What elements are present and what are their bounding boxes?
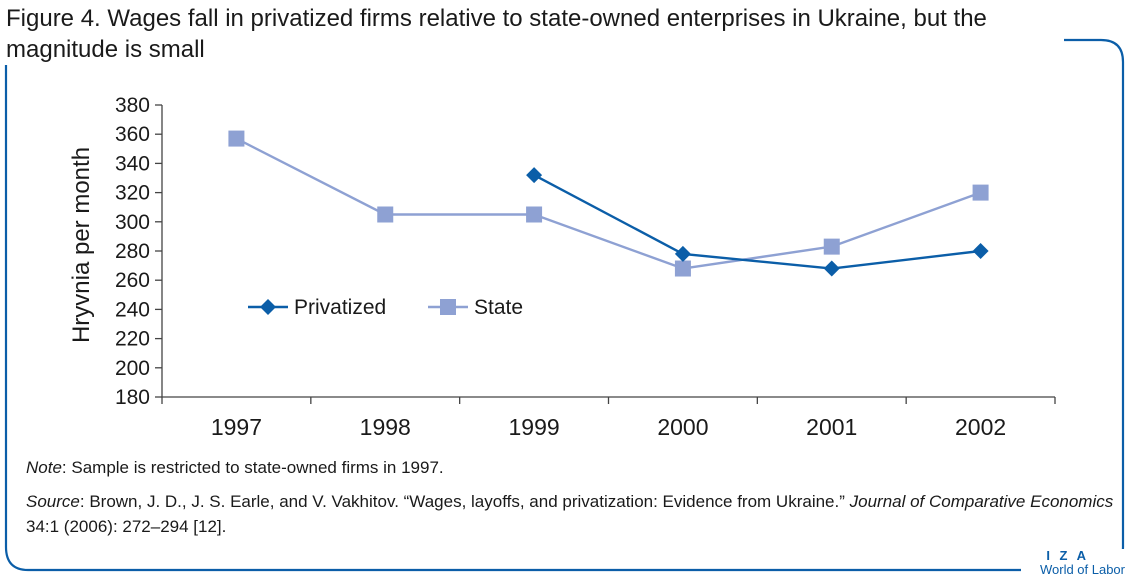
legend-marker-state (440, 299, 456, 315)
legend-item-state: State (428, 296, 523, 319)
y-tick-label: 180 (115, 386, 150, 409)
privatized-point (526, 167, 543, 184)
logo-bottom-text: World of Labor (1039, 562, 1125, 577)
x-tick-label: 1998 (360, 414, 411, 440)
y-axis-label: Hryvnia per month (68, 147, 95, 343)
logo-top-text: I Z A (1046, 548, 1089, 563)
iza-logo: I Z A World of Labor (1021, 549, 1125, 577)
source-text: : Brown, J. D., J. S. Earle, and V. Vakh… (79, 492, 850, 511)
x-axis-ticks: 1997 1998 1999 2000 2001 2002 (161, 397, 1056, 440)
state-point (674, 260, 691, 277)
state-point (377, 206, 394, 223)
figure-note: Note: Sample is restricted to state-owne… (26, 455, 1116, 480)
y-tick-label: 260 (115, 269, 150, 292)
y-tick-label: 340 (115, 152, 150, 175)
state-line (235, 137, 981, 270)
y-tick-label: 240 (115, 298, 150, 321)
privatized-point (823, 260, 840, 277)
x-tick-label: 1999 (508, 414, 559, 440)
legend-marker-privatized (260, 299, 276, 315)
y-tick-label: 360 (115, 123, 150, 146)
y-tick-label: 200 (115, 357, 150, 380)
y-tick-label: 380 (115, 94, 150, 117)
x-tick-label: 2000 (657, 414, 708, 440)
source-citation: 34:1 (2006): 272–294 [12]. (26, 517, 227, 536)
series-privatized (526, 167, 989, 277)
y-tick-label: 300 (115, 211, 150, 234)
privatized-line (533, 174, 981, 270)
chart-legend: Privatized State (248, 296, 523, 319)
privatized-point (972, 243, 989, 259)
legend-label-privatized: Privatized (294, 296, 386, 319)
series-state (228, 130, 989, 277)
source-journal: Journal of Comparative Economics (849, 492, 1114, 511)
x-tick-label: 1997 (211, 414, 262, 440)
chart-series (228, 130, 989, 277)
y-tick-label: 280 (115, 240, 150, 263)
state-point (823, 238, 840, 255)
legend-item-privatized: Privatized (248, 296, 386, 319)
legend-label-state: State (474, 296, 523, 319)
x-tick-label: 2002 (955, 414, 1006, 440)
source-label: Source (26, 492, 80, 511)
privatized-point (674, 245, 691, 262)
note-label: Note (26, 458, 62, 477)
figure-source: Source: Brown, J. D., J. S. Earle, and V… (26, 489, 1116, 539)
state-point (526, 206, 543, 223)
y-tick-label: 320 (115, 182, 150, 205)
state-point (972, 184, 989, 201)
state-point (228, 130, 245, 147)
y-axis-ticks: 180 200 220 240 260 280 300 320 340 360 380 (115, 94, 162, 409)
chart-axes (161, 105, 1055, 398)
figure-title: Figure 4. Wages fall in privatized firms… (4, 3, 1064, 65)
note-text: : Sample is restricted to state-owned fi… (61, 458, 444, 477)
x-tick-label: 2001 (806, 414, 857, 440)
y-tick-label: 220 (115, 328, 150, 351)
